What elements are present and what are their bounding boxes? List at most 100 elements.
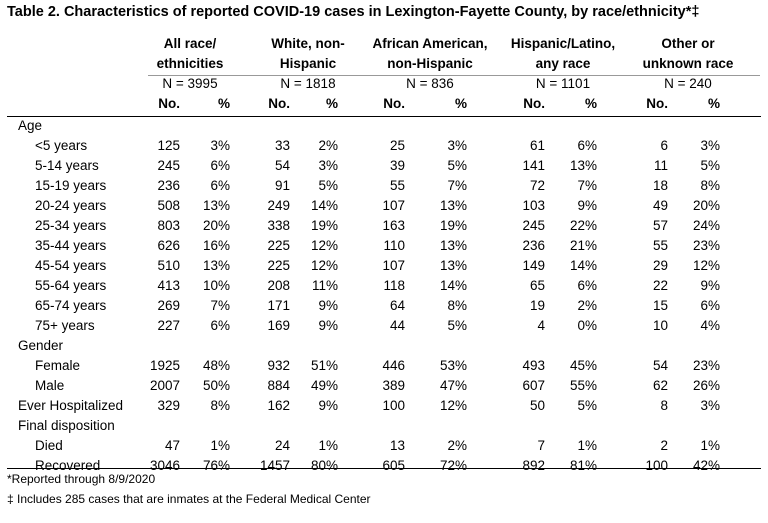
cell-percent: 5% [447,158,467,173]
cell-percent: 19% [439,218,467,233]
group-n-count: N = 3995 [162,76,218,91]
row-label: 5-14 years [35,158,99,173]
cell-percent: 9% [318,298,338,313]
table-row: Final disposition [0,416,768,436]
cell-percent: 81% [569,458,597,473]
group-header-4: Other or unknown race [608,34,768,74]
cell-count: 62 [652,378,668,393]
cell-count: 389 [382,378,405,393]
row-label: 15-19 years [35,178,107,193]
cell-count: 605 [382,458,405,473]
cell-count: 162 [267,398,290,413]
group-header-line1: Other or [661,36,715,51]
table-row: 5-14 years 245 6% 54 3% 39 5% 141 13% 11 5% [0,156,768,176]
footnote-1: *Reported through 8/9/2020 [7,472,156,486]
cell-percent: 6% [210,158,230,173]
cell-count: 15 [652,298,668,313]
cell-count: 18 [652,178,668,193]
row-label: Gender [18,338,64,353]
cell-count: 72 [529,178,545,193]
cell-count: 884 [267,378,290,393]
cell-count: 141 [522,158,545,173]
cell-percent: 13% [439,238,467,253]
group-header-line2: Hispanic [279,56,337,71]
cell-percent: 20% [202,218,230,233]
cell-percent: 55% [569,378,597,393]
group-header-line2: ethnicities [156,56,224,71]
subheader-no: No. [268,96,290,111]
cell-count: 50 [529,398,545,413]
cell-count: 107 [382,198,405,213]
group-header-line1: White, non- [271,36,345,51]
group-n-count: N = 836 [406,76,454,91]
cell-percent: 7% [447,178,467,193]
subheader-pct: % [584,96,597,111]
cell-count: 24 [274,438,290,453]
cell-percent: 1% [577,438,597,453]
cell-count: 236 [157,178,180,193]
group-header-line2: non-Hispanic [387,56,473,71]
cell-percent: 9% [700,278,720,293]
cell-count: 329 [157,398,180,413]
cell-percent: 51% [310,358,338,373]
group-header-3: Hispanic/Latino, any race [483,34,643,74]
cell-count: 169 [267,318,290,333]
cell-percent: 8% [210,398,230,413]
table-title: Table 2. Characteristics of reported COV… [7,4,700,20]
table-row: 20-24 years 508 13% 249 14% 107 13% 103 9% 49 20% [0,196,768,216]
table-row: Gender [0,336,768,356]
row-label: Ever Hospitalized [18,398,124,413]
group-header-line2: unknown race [642,56,734,71]
header-divider [7,116,761,117]
cell-percent: 24% [692,218,720,233]
cell-count: 1925 [149,358,180,373]
row-label: Final disposition [18,418,115,433]
cell-count: 892 [522,458,545,473]
cell-count: 39 [389,158,405,173]
cell-count: 338 [267,218,290,233]
cell-percent: 1% [700,438,720,453]
cell-percent: 4% [700,318,720,333]
cell-percent: 45% [569,358,597,373]
cell-percent: 72% [439,458,467,473]
subheader-no: No. [158,96,180,111]
cell-percent: 6% [210,318,230,333]
cell-percent: 10% [202,278,230,293]
group-header-line1: Hispanic/Latino, [510,36,616,51]
cell-percent: 14% [310,198,338,213]
cell-percent: 12% [310,258,338,273]
cell-percent: 53% [439,358,467,373]
group-header-2: African American, non-Hispanic [350,34,510,74]
group-n-count: N = 240 [664,76,712,91]
table-row: 75+ years 227 6% 169 9% 44 5% 4 0% 10 4% [0,316,768,336]
cell-percent: 5% [700,158,720,173]
cell-count: 8 [660,398,668,413]
table-row: 65-74 years 269 7% 171 9% 64 8% 19 2% 15 6% [0,296,768,316]
cell-count: 510 [157,258,180,273]
cell-percent: 2% [318,138,338,153]
cell-count: 11 [653,158,668,173]
cell-count: 225 [267,238,290,253]
row-label: 65-74 years [35,298,107,313]
cell-percent: 11% [311,278,338,293]
cell-percent: 12% [310,238,338,253]
cell-count: 225 [267,258,290,273]
cell-count: 44 [389,318,405,333]
cell-percent: 12% [439,398,467,413]
table-row: 15-19 years 236 6% 91 5% 55 7% 72 7% 18 8% [0,176,768,196]
cell-count: 61 [529,138,545,153]
cell-count: 118 [383,278,405,293]
cell-count: 3046 [149,458,180,473]
cell-percent: 6% [700,298,720,313]
cell-percent: 3% [318,158,338,173]
row-label: 35-44 years [35,238,107,253]
cell-percent: 5% [318,178,338,193]
cell-percent: 42% [692,458,720,473]
table-row: Died 47 1% 24 1% 13 2% 7 1% 2 1% [0,436,768,456]
cell-percent: 14% [439,278,467,293]
cell-percent: 13% [439,258,467,273]
cell-count: 493 [522,358,545,373]
group-header-0: All race/ethnicities [110,34,270,74]
cell-percent: 3% [447,138,467,153]
cell-percent: 80% [310,458,338,473]
